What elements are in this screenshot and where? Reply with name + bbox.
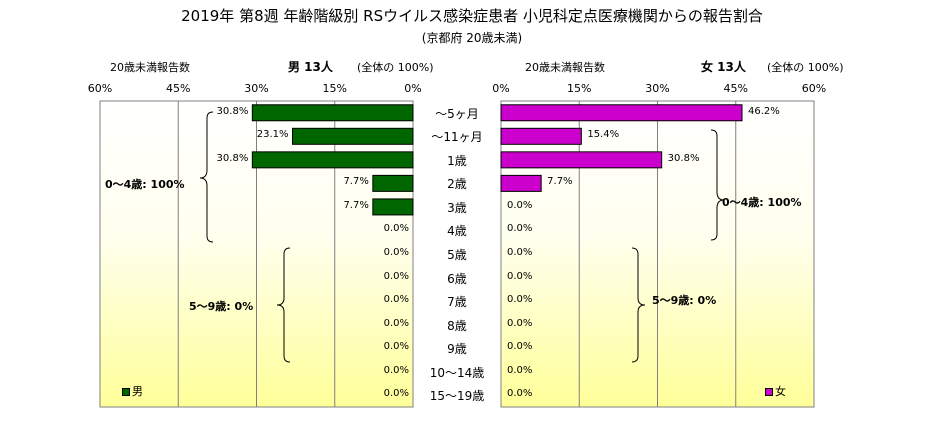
male-tick-label: 30% xyxy=(244,82,269,95)
female-group-5-9-label: 5～9歳: 0% xyxy=(652,294,717,307)
category-label: ～5ヶ月 xyxy=(435,106,479,121)
female-value-label: 0.0% xyxy=(507,223,533,235)
male-legend-swatch xyxy=(122,388,130,396)
male-value-label: 23.1% xyxy=(256,129,289,141)
male-value-label: 0.0% xyxy=(383,341,409,353)
female-tick-label: 45% xyxy=(723,82,748,95)
male-group-5-9-label: 5～9歳: 0% xyxy=(189,300,254,313)
category-label: 7歳 xyxy=(447,295,467,310)
category-label: 15～19歳 xyxy=(429,389,485,404)
male-count-label: 20歳未満報告数 xyxy=(110,61,190,74)
category-label: 4歳 xyxy=(447,224,467,239)
male-value-label: 0.0% xyxy=(383,364,409,376)
female-value-label: 7.7% xyxy=(547,176,573,188)
female-bar xyxy=(500,174,542,192)
male-value-label: 0.0% xyxy=(383,317,409,329)
male-value-label: 7.7% xyxy=(343,199,369,211)
category-label: 5歳 xyxy=(447,248,467,262)
female-value-label: 0.0% xyxy=(507,364,533,376)
male-brace-5-9 xyxy=(276,247,291,363)
female-brace-5-9 xyxy=(631,247,646,363)
female-share-note: (全体の 100%) xyxy=(767,61,844,74)
male-bar xyxy=(372,198,414,216)
category-label: 1歳 xyxy=(447,153,467,168)
female-count-label: 20歳未満報告数 xyxy=(525,61,605,74)
female-value-label: 0.0% xyxy=(507,341,533,353)
female-tick-label: 0% xyxy=(492,82,510,95)
category-label: 3歳 xyxy=(447,200,467,215)
female-legend-label: 女 xyxy=(775,385,786,398)
female-value-label: 0.0% xyxy=(507,270,533,282)
male-value-label: 0.0% xyxy=(383,247,409,258)
group-braces xyxy=(199,111,725,363)
female-value-label: 0.0% xyxy=(507,294,533,306)
female-tick-label: 30% xyxy=(645,82,670,95)
male-value-label: 0.0% xyxy=(383,270,409,282)
female-value-label: 30.8% xyxy=(667,152,700,164)
female-value-label: 0.0% xyxy=(507,388,533,400)
male-value-label: 0.0% xyxy=(383,388,409,400)
female-bar xyxy=(500,104,743,122)
male-value-label: 30.8% xyxy=(216,105,249,117)
male-value-label: 30.8% xyxy=(216,152,249,164)
male-tick-label: 60% xyxy=(87,82,113,95)
bars xyxy=(251,104,743,216)
male-legend-label: 男 xyxy=(132,385,143,398)
category-label: ～11ヶ月 xyxy=(431,130,483,145)
male-value-label: 0.0% xyxy=(383,223,409,235)
male-tick-label: 15% xyxy=(322,82,347,95)
male-total-label: 男 13人 xyxy=(288,60,333,74)
female-total-label: 女 13人 xyxy=(701,60,746,74)
male-bar xyxy=(251,151,414,169)
female-tick-label: 60% xyxy=(801,82,827,95)
male-value-label: 0.0% xyxy=(383,294,409,306)
male-bar xyxy=(251,104,414,122)
category-label: 6歳 xyxy=(447,271,467,286)
category-label: 9歳 xyxy=(447,342,467,357)
female-tick-label: 15% xyxy=(567,82,592,95)
category-label: 8歳 xyxy=(447,318,467,333)
female-value-label: 0.0% xyxy=(507,317,533,329)
female-brace-0-4 xyxy=(710,129,725,241)
male-legend: 男 xyxy=(122,383,143,399)
male-share-note: (全体の 100%) xyxy=(357,61,434,74)
male-group-0-4-label: 0～4歳: 100% xyxy=(105,178,185,191)
female-bar xyxy=(500,151,663,169)
female-value-label: 46.2% xyxy=(748,105,780,117)
female-group-0-4-label: 0～4歳: 100% xyxy=(722,196,802,209)
chart-title: 2019年 第8週 年齢階級別 RSウイルス感染症患者 小児科定点医療機関からの… xyxy=(181,7,763,25)
category-label: 2歳 xyxy=(447,177,467,192)
male-bar xyxy=(291,127,414,145)
female-value-label: 0.0% xyxy=(507,199,533,211)
chart-subtitle: (京都府 20歳未満) xyxy=(421,31,523,45)
male-value-label: 7.7% xyxy=(343,176,369,188)
female-legend: 女 xyxy=(765,383,786,399)
female-legend-swatch xyxy=(765,388,773,396)
male-bar xyxy=(372,174,414,192)
category-label: 10～14歳 xyxy=(429,365,485,380)
female-value-label: 15.4% xyxy=(587,129,620,141)
male-tick-label: 45% xyxy=(166,82,191,95)
male-brace-0-4 xyxy=(199,111,214,243)
female-bar xyxy=(500,127,582,145)
female-value-label: 0.0% xyxy=(507,247,533,258)
male-tick-label: 0% xyxy=(404,82,422,95)
